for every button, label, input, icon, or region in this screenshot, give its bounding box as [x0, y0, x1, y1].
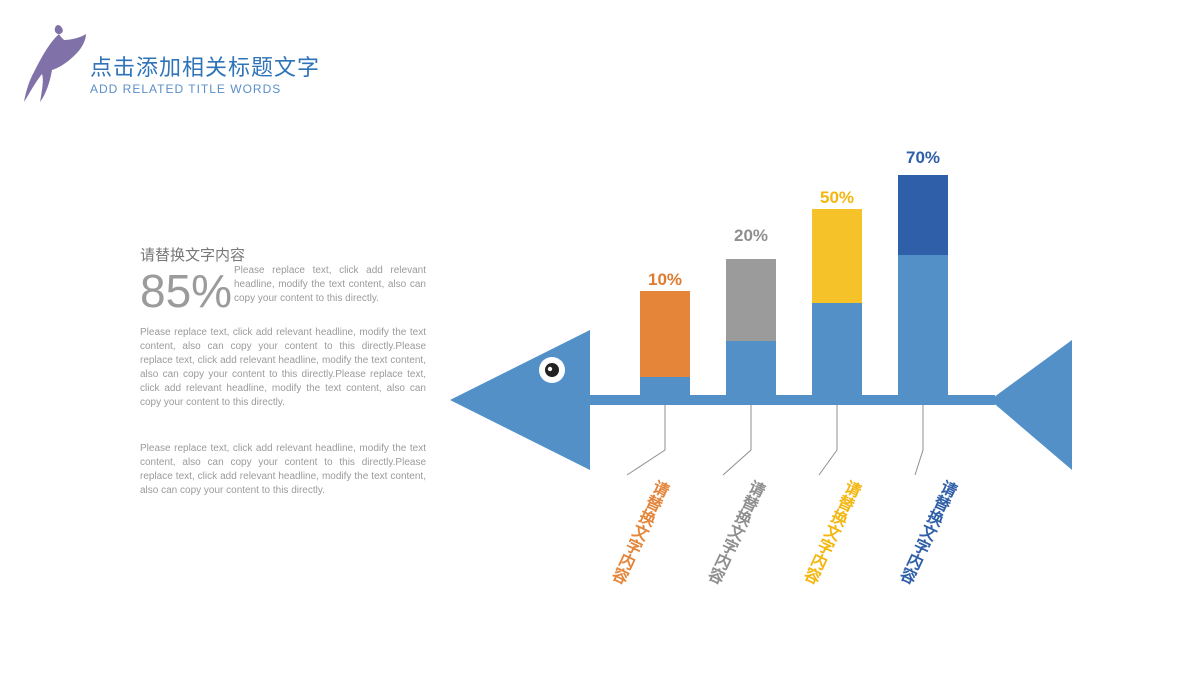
bar-segment	[640, 291, 690, 377]
bar-segment	[898, 255, 948, 395]
bar-segment	[898, 175, 948, 255]
chart-bar	[898, 175, 948, 395]
chart-bar	[812, 209, 862, 395]
bar-segment	[726, 341, 776, 395]
left-headline: 请替换文字内容	[140, 244, 426, 265]
fishbone-chart: 10%请替换文字内容20%请替换文字内容50%请替换文字内容70%请替换文字内容	[440, 140, 1080, 640]
page-title-cn: 点击添加相关标题文字	[90, 50, 320, 82]
bar-segment	[640, 377, 690, 395]
big-percent: 85%	[140, 264, 232, 318]
bar-segment	[812, 209, 862, 303]
bar-segment	[726, 259, 776, 341]
bar-segment	[812, 303, 862, 395]
left-paragraph-2: Please replace text, click add relevant …	[140, 442, 426, 498]
bar-percent-label: 20%	[711, 226, 791, 246]
left-paragraph-1: Please replace text, click add relevant …	[140, 326, 426, 410]
dancer-icon	[20, 24, 90, 113]
page-title-en: ADD RELATED TITLE WORDS	[90, 82, 281, 96]
bar-percent-label: 70%	[883, 148, 963, 168]
bar-percent-label: 50%	[797, 188, 877, 208]
chart-bar	[726, 259, 776, 395]
left-small-text: Please replace text, click add relevant …	[234, 264, 426, 306]
bar-percent-label: 10%	[625, 270, 705, 290]
chart-bar	[640, 291, 690, 395]
